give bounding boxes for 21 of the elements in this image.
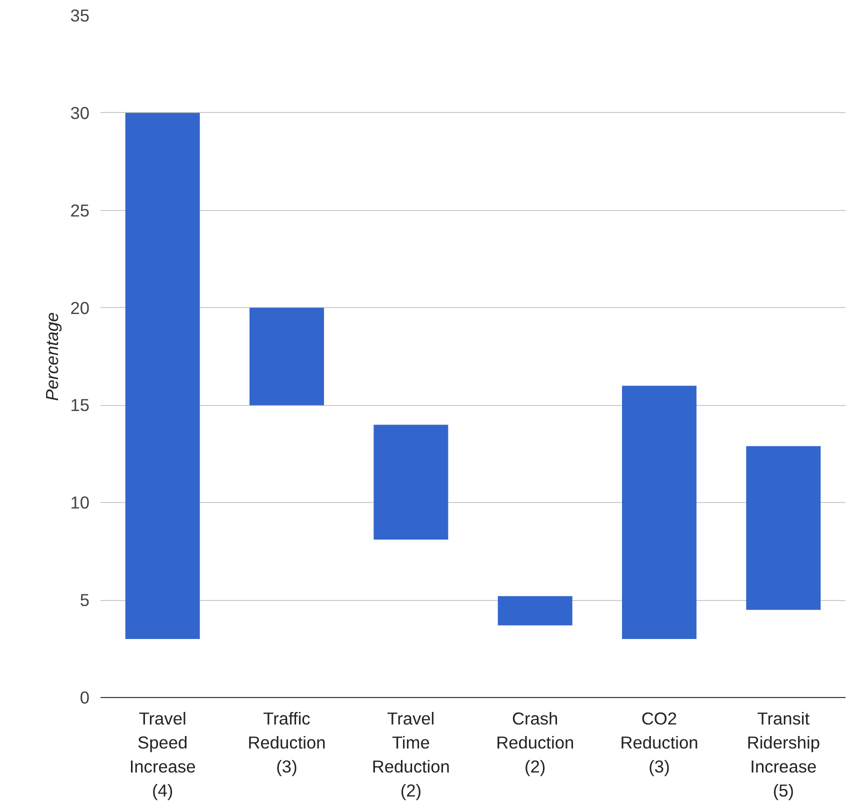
y-tick-label: 30: [70, 102, 90, 123]
bar: [250, 308, 324, 406]
y-tick-label: 5: [80, 590, 90, 610]
y-tick-label: 0: [80, 688, 90, 708]
bar: [498, 596, 572, 626]
x-tick-label: Travel Time Reduction (2): [372, 708, 450, 800]
y-axis-title: Percentage: [42, 312, 62, 401]
y-tick-label: 10: [70, 492, 90, 513]
bar: [622, 386, 696, 640]
y-tick-label: 20: [70, 298, 90, 318]
bar: [125, 112, 200, 640]
x-tick-label: Travel Speed Increase (4): [129, 708, 196, 800]
y-tick-label: 35: [70, 6, 90, 26]
y-tick-label: 25: [70, 200, 90, 220]
x-tick-label: Crash Reduction (2): [496, 708, 574, 776]
y-tick-label: 15: [70, 395, 90, 416]
x-tick-label: Transit Ridership Increase (5): [746, 708, 820, 800]
bar: [746, 446, 821, 610]
bar: [374, 424, 448, 540]
x-tick-label: CO2 Reduction (3): [620, 708, 698, 776]
x-tick-label: Traffic Reduction (3): [248, 708, 326, 776]
